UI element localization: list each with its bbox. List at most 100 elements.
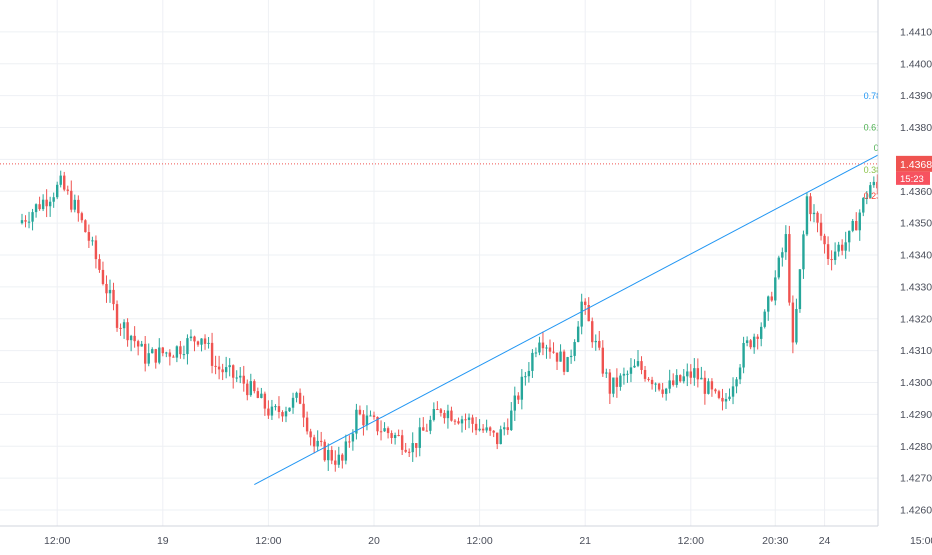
candle-body	[661, 389, 664, 394]
candle-body	[31, 212, 34, 222]
candle-body	[189, 336, 193, 339]
candle-body	[119, 327, 122, 329]
candle-body	[626, 373, 629, 375]
candle-body	[316, 440, 319, 447]
candle-body	[770, 296, 773, 301]
candle-body	[545, 347, 548, 349]
candle-body	[858, 212, 861, 231]
candle-body	[784, 234, 788, 253]
candle-body	[791, 302, 795, 343]
price-tick-label: 1.43600	[900, 186, 932, 198]
candle-body	[390, 433, 393, 439]
candle-body	[869, 185, 872, 198]
candle-body	[436, 409, 439, 411]
candle-body	[531, 352, 534, 371]
candle-body	[411, 443, 414, 453]
candle-body	[239, 375, 242, 378]
candle-body	[837, 244, 840, 252]
candle-body	[210, 342, 214, 366]
candle-body	[633, 365, 636, 368]
candle-body	[432, 409, 436, 420]
drawings[interactable]: Tendency uptrendLooking to buy around my…	[0, 16, 932, 485]
candle-body	[643, 369, 647, 379]
candle-body	[172, 356, 175, 358]
candle-body	[520, 376, 524, 400]
candle-body	[196, 341, 200, 345]
candle-body	[689, 371, 692, 378]
candle-body	[848, 230, 851, 243]
time-tick-label: 12:00	[466, 535, 492, 547]
candle-body	[284, 411, 288, 417]
time-tick-label: 20:30	[762, 535, 788, 547]
candle-body	[700, 377, 703, 380]
candle-body	[182, 354, 186, 356]
candle-body	[855, 220, 858, 231]
price-tick-label: 1.43900	[900, 90, 932, 102]
candle-body	[703, 377, 707, 394]
candle-body	[865, 197, 868, 199]
candle-body	[179, 346, 182, 355]
candle-body	[372, 415, 376, 417]
candle-body	[393, 435, 397, 439]
candle-body	[552, 351, 555, 353]
candle-body	[84, 220, 87, 233]
candle-body	[598, 340, 601, 348]
candle-body	[439, 409, 443, 413]
candle-body	[94, 240, 98, 260]
candle-body	[348, 441, 351, 443]
candle-body	[805, 196, 809, 235]
candle-body	[203, 338, 207, 344]
candle-body	[569, 355, 573, 358]
candle-body	[365, 415, 369, 426]
candle-body	[256, 391, 260, 398]
candle-body	[52, 197, 55, 202]
candle-body	[221, 369, 224, 373]
candle-body	[168, 352, 172, 357]
candle-body	[38, 204, 41, 210]
candle-body	[580, 301, 583, 327]
candle-body	[80, 213, 84, 221]
candle-body	[724, 399, 728, 402]
candle-body	[48, 201, 52, 207]
candle-body	[355, 409, 358, 434]
candle-body	[862, 198, 865, 213]
candle-body	[584, 301, 587, 306]
price-tick-label: 1.43200	[900, 313, 932, 325]
candle-body	[605, 372, 608, 374]
candle-body	[777, 257, 780, 278]
candle-body	[809, 196, 812, 215]
candle-body	[717, 391, 721, 398]
price-tick-label: 1.42800	[900, 441, 932, 453]
candle-body	[105, 283, 108, 294]
candle-body	[742, 342, 745, 368]
candle-body	[87, 232, 91, 241]
candle-body	[826, 244, 830, 260]
candle-body	[798, 269, 802, 310]
candle-body	[358, 409, 362, 415]
candle-body	[524, 376, 527, 378]
candle-body	[721, 397, 724, 402]
candle-body	[337, 454, 340, 465]
candle-body	[242, 375, 245, 384]
price-tick-label: 1.43500	[900, 218, 932, 230]
candle-body	[534, 352, 538, 354]
candle-body	[144, 343, 147, 364]
candle-body	[485, 427, 488, 431]
candle-body	[608, 372, 612, 394]
trendline[interactable]	[254, 16, 932, 485]
candle-body	[165, 352, 168, 354]
candle-body	[263, 393, 267, 409]
time-tick-label: 20	[368, 535, 380, 547]
candle-body	[467, 417, 471, 420]
candle-body	[309, 431, 312, 438]
candle-body	[802, 234, 805, 270]
candle-body	[249, 381, 252, 396]
price-tick-label: 1.42600	[900, 505, 932, 517]
countdown-badge	[896, 171, 930, 185]
candle-body	[763, 311, 766, 327]
candle-body	[147, 353, 150, 364]
candle-body	[612, 377, 615, 394]
